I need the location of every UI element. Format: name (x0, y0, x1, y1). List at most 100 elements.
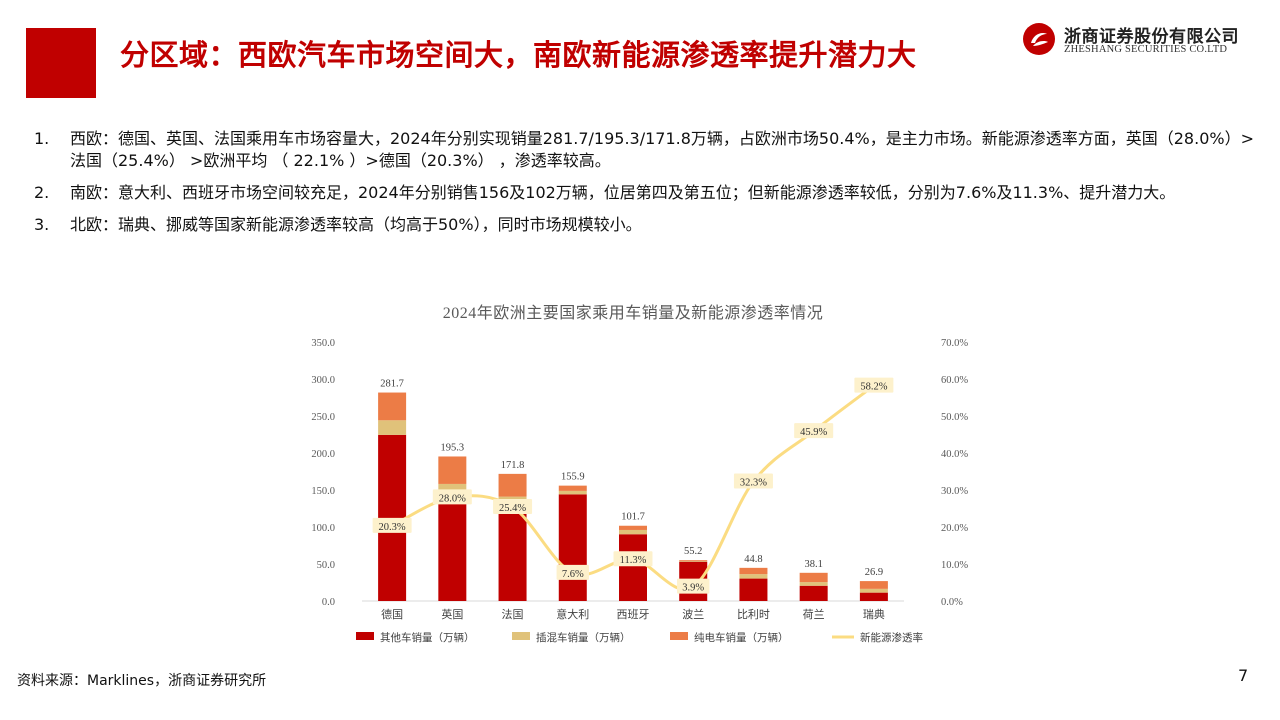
rate-label: 45.9% (800, 427, 827, 438)
right-axis-tick-label: 0.0% (941, 597, 963, 608)
bar-total-label: 155.9 (561, 472, 585, 483)
bar-segment (558, 490, 587, 495)
bullet-number: 2. (34, 183, 50, 202)
bar-segment (739, 578, 768, 601)
rate-label-box (493, 499, 533, 515)
bullet-item: 2. 南欧：意大利、西班牙市场空间较充足，2024年分别销售156及102万辆，… (34, 182, 1254, 204)
rate-label: 7.6% (562, 569, 584, 580)
left-axis-tick-label: 100.0 (311, 523, 335, 534)
bar-total-label: 44.8 (744, 554, 762, 565)
bar-segment (859, 588, 888, 593)
legend-label: 纯电车销量（万辆） (694, 631, 789, 644)
logo-company-name-en: ZHESHANG SECURITIES CO.LTD (1064, 44, 1228, 55)
right-axis-tick-label: 50.0% (941, 412, 968, 423)
left-axis-tick-label: 200.0 (311, 449, 335, 460)
rate-label: 25.4% (499, 503, 526, 514)
bar-total-label: 38.1 (804, 559, 822, 570)
rate-label-box (794, 423, 834, 439)
chart-title: 2024年欧洲主要国家乘用车销量及新能源渗透率情况 (443, 304, 824, 322)
bullet-item: 1. 西欧：德国、英国、法国乘用车市场容量大，2024年分别实现销量281.7/… (34, 128, 1254, 172)
bullet-number: 1. (34, 129, 50, 148)
bar-segment (739, 574, 768, 579)
category-label: 比利时 (737, 608, 770, 621)
right-axis-tick-label: 20.0% (941, 523, 968, 534)
rate-label: 28.0% (439, 493, 466, 504)
bullet-text: 西欧：德国、英国、法国乘用车市场容量大，2024年分别实现销量281.7/195… (70, 129, 1254, 170)
left-axis-tick-label: 50.0 (317, 560, 335, 571)
bar-segment (799, 582, 828, 586)
logo-company-name: 浙商证券股份有限公司 (1064, 27, 1239, 47)
legend-swatch (670, 632, 688, 640)
left-axis-tick-label: 150.0 (311, 486, 335, 497)
bar-total-label: 195.3 (441, 442, 465, 453)
bar-segment (438, 496, 467, 601)
rate-label: 3.9% (682, 583, 704, 594)
page-title: 分区域：西欧汽车市场空间大，南欧新能源渗透率提升潜力大 (120, 38, 917, 72)
right-axis-tick-label: 60.0% (941, 375, 968, 386)
rate-label-box (613, 551, 653, 567)
bar-segment (438, 456, 467, 484)
bar-segment (739, 567, 768, 575)
legend-label: 新能源渗透率 (860, 631, 923, 644)
bar-segment (558, 485, 587, 491)
bar-segment (558, 494, 587, 601)
bar-segment (378, 392, 407, 421)
rate-label-box (432, 489, 472, 505)
company-logo: 浙商证券股份有限公司 ZHESHANG SECURITIES CO.LTD (1022, 22, 1262, 62)
page-number: 7 (1238, 666, 1249, 685)
zheshang-logo-icon (1023, 23, 1055, 55)
bullet-list: 1. 西欧：德国、英国、法国乘用车市场容量大，2024年分别实现销量281.7/… (34, 128, 1254, 246)
category-label: 荷兰 (803, 608, 825, 621)
bar-segment (679, 560, 708, 562)
rate-label-box (733, 473, 773, 489)
bar-segment (619, 529, 647, 535)
bar-total-label: 55.2 (684, 546, 702, 557)
bullet-item: 3. 北欧：瑞典、挪威等国家新能源渗透率较高（均高于50%），同时市场规模较小。 (34, 214, 1254, 236)
title-accent-bar (26, 28, 96, 98)
left-axis-tick-label: 350.0 (311, 338, 335, 349)
sales-penetration-chart: 2024年欧洲主要国家乘用车销量及新能源渗透率情况 0.0 50.0 100.0 150… (311, 304, 968, 644)
rate-label: 11.3% (620, 555, 647, 566)
bar-segment (859, 592, 888, 601)
category-label: 法国 (502, 607, 524, 621)
rate-label-box (677, 578, 710, 594)
right-axis-tick-label: 70.0% (941, 338, 968, 349)
rate-label: 20.3% (379, 522, 406, 533)
right-axis-tick-label: 30.0% (941, 486, 968, 497)
bar-segment (799, 585, 828, 601)
bullet-text: 南欧：意大利、西班牙市场空间较充足，2024年分别销售156及102万辆，位居第… (70, 183, 1176, 202)
rate-label: 58.2% (860, 382, 887, 393)
rate-label-box (854, 377, 894, 393)
bullet-number: 3. (34, 215, 50, 234)
source-note: 资料来源：Marklines，浙商证券研究所 (17, 673, 267, 689)
bar-segment (378, 420, 407, 435)
bar-total-label: 101.7 (621, 512, 645, 523)
rate-label-box (372, 517, 412, 533)
category-label: 英国 (441, 607, 463, 621)
category-label: 德国 (381, 607, 403, 621)
bar-segment (799, 572, 828, 583)
bar-segment (619, 534, 647, 601)
rate-label: 32.3% (740, 477, 767, 488)
legend-swatch (356, 632, 374, 640)
rate-label-box (556, 564, 589, 580)
category-label: 瑞典 (863, 607, 885, 621)
right-axis-tick-label: 40.0% (941, 449, 968, 460)
bar-total-label: 171.8 (501, 460, 525, 471)
left-axis-tick-label: 0.0 (322, 597, 335, 608)
bar-segment (498, 506, 527, 601)
right-axis-tick-label: 10.0% (941, 560, 968, 571)
legend-swatch (512, 632, 530, 640)
category-label: 西班牙 (617, 608, 650, 621)
bullet-text: 北欧：瑞典、挪威等国家新能源渗透率较高（均高于50%），同时市场规模较小。 (70, 215, 642, 234)
bar-segment (619, 525, 647, 530)
legend-label: 其他车销量（万辆） (380, 631, 475, 644)
bar-segment (498, 473, 527, 497)
bar-segment (859, 581, 888, 589)
bar-total-label: 281.7 (380, 379, 404, 390)
category-label: 波兰 (682, 608, 704, 621)
bar-segment (679, 560, 708, 561)
legend-label: 插混车销量（万辆） (536, 631, 631, 644)
category-label: 意大利 (556, 607, 589, 621)
left-axis-tick-label: 300.0 (311, 375, 335, 386)
